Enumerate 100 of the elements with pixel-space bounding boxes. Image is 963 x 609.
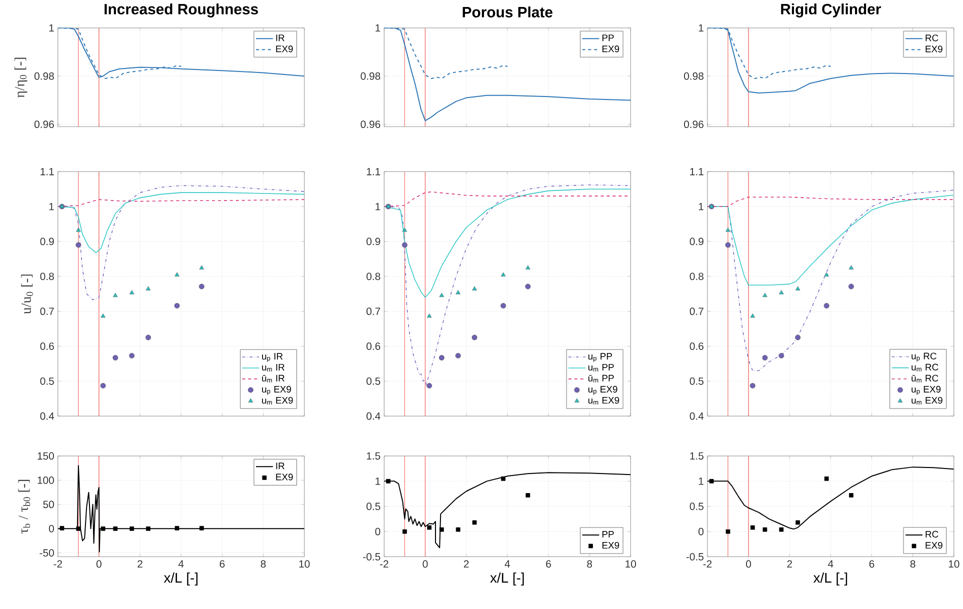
y-tick-label: 1 [698, 478, 704, 485]
y-tick-label: 1 [376, 203, 380, 210]
legend-label: RC [926, 531, 938, 538]
x-tick-label: 10 [299, 560, 310, 568]
legend-label: IR [276, 34, 284, 42]
chart-title: Porous Plate [462, 6, 552, 18]
y-tick-label: -0.5 [363, 553, 380, 561]
legend-label: PP [602, 34, 614, 42]
y-tick-label: 0.8 [366, 272, 380, 280]
y-tick-label: 0.4 [40, 412, 54, 420]
legend-label: RC [926, 34, 938, 42]
y-tick-label: 0.5 [40, 378, 54, 386]
x-tick-label: 4 [828, 560, 834, 568]
x-tick-label: 8 [587, 560, 592, 568]
y-tick-label: 0.8 [40, 272, 54, 280]
chart-title: Rigid Cylinder [781, 4, 881, 18]
y-tick-label: 0.9 [40, 238, 54, 246]
x-tick-label: 0 [422, 560, 428, 568]
y-tick-label: 0.4 [690, 412, 704, 420]
legend-label: ū$_{m}$ RC [912, 375, 938, 383]
y-tick-label: 0.9 [366, 238, 380, 246]
y-tick-label: 0.96 [684, 120, 704, 128]
x-tick-label: 8 [910, 560, 916, 568]
y-tick-label: 0 [375, 528, 380, 536]
x-tick-label: 6 [869, 560, 874, 568]
y-tick-label: -0.5 [686, 553, 704, 561]
x-tick-label: 2 [464, 560, 469, 568]
legend-label: u$_{p}$ EX9 [912, 386, 941, 396]
y-tick-label: 0 [698, 528, 704, 536]
x-axis-title: x/L [-] [490, 572, 524, 586]
y-tick-label: 0.7 [40, 308, 54, 316]
y-tick-label: 0.6 [40, 342, 54, 350]
y-tick-label: 0.98 [684, 72, 704, 80]
y-axis-title: η/η$_{0}$ [-] [14, 58, 28, 98]
y-tick-label: 150 [38, 452, 54, 460]
legend-label: ū$_{m}$ PP [588, 375, 614, 383]
x-tick-label: 0 [96, 560, 102, 568]
x-tick-label: -2 [380, 560, 388, 568]
x-tick-label: 10 [948, 560, 960, 568]
legend-label: u$_{p}$ IR [262, 353, 283, 362]
y-tick-label: -50 [40, 549, 54, 557]
y-tick-label: 50 [43, 500, 54, 508]
x-tick-label: 4 [178, 560, 184, 568]
legend-label: EX9 [276, 474, 293, 481]
y-axis-title: u/u$_{0}$ [-] [21, 274, 34, 314]
legend-label: u$_{p}$ PP [588, 353, 612, 362]
y-tick-label: 1.5 [690, 452, 704, 460]
y-tick-label: 0.7 [366, 308, 380, 316]
y-tick-label: 0.4 [366, 412, 380, 420]
x-tick-label: -2 [703, 560, 712, 568]
x-tick-label: 6 [546, 560, 551, 568]
y-tick-label: 0.8 [690, 272, 704, 280]
legend-label: EX9 [602, 542, 620, 549]
legend-label: u$_{p}$ EX9 [588, 386, 618, 396]
x-tick-label: 4 [504, 560, 510, 568]
y-tick-label: 0.5 [690, 502, 704, 510]
y-tick-label: 1.1 [366, 168, 380, 176]
x-tick-label: -2 [54, 560, 62, 568]
y-axis-title: τ$_{b}$ / τ$_{b0}$ [-] [18, 480, 30, 534]
legend-label: EX9 [602, 46, 620, 52]
y-tick-label: 0.98 [360, 72, 380, 80]
y-tick-label: 1.1 [690, 168, 704, 176]
y-tick-label: 0 [48, 525, 54, 533]
legend-label: u$_{m}$ EX9 [588, 397, 620, 405]
legend-label: u$_{m}$ RC [912, 364, 938, 372]
legend-label: u$_{m}$ PP [588, 364, 614, 372]
legend-label: ū$_{m}$ IR [262, 375, 284, 383]
x-tick-label: 2 [138, 560, 142, 568]
legend-label: EX9 [926, 542, 942, 549]
x-tick-label: 6 [220, 560, 225, 568]
y-tick-label: 0.5 [366, 502, 380, 510]
legend-label: EX9 [926, 46, 942, 52]
x-tick-label: 0 [746, 560, 751, 568]
y-tick-label: 1 [49, 203, 54, 210]
y-tick-label: 0.5 [690, 378, 704, 386]
y-tick-label: 0.96 [34, 120, 54, 128]
x-axis-title: x/L [-] [164, 572, 198, 586]
legend-label: PP [602, 531, 614, 538]
y-tick-label: 1 [49, 24, 54, 32]
x-tick-label: 8 [260, 560, 266, 568]
y-tick-label: 0.7 [690, 308, 704, 316]
y-tick-label: 1 [376, 478, 380, 485]
legend-label: u$_{m}$ EX9 [262, 397, 293, 405]
y-tick-label: 1.5 [366, 452, 380, 460]
y-tick-label: 1 [376, 24, 380, 32]
chart-title: Increased Roughness [104, 4, 258, 18]
legend-label: u$_{p}$ EX9 [262, 386, 291, 396]
legend-label: u$_{m}$ IR [262, 364, 284, 372]
y-tick-label: 0.98 [34, 72, 54, 80]
y-tick-label: 100 [38, 476, 54, 484]
x-tick-label: 10 [626, 560, 636, 568]
legend-label: u$_{m}$ EX9 [912, 397, 942, 405]
y-tick-label: 0.96 [360, 120, 380, 128]
y-tick-label: 0.9 [690, 238, 704, 246]
x-tick-label: 2 [787, 560, 792, 568]
legend-label: EX9 [276, 46, 293, 52]
y-tick-label: 0.5 [366, 378, 380, 386]
y-tick-label: 1.1 [40, 168, 54, 176]
y-tick-label: 1 [698, 24, 704, 32]
y-tick-label: 0.6 [690, 342, 704, 350]
